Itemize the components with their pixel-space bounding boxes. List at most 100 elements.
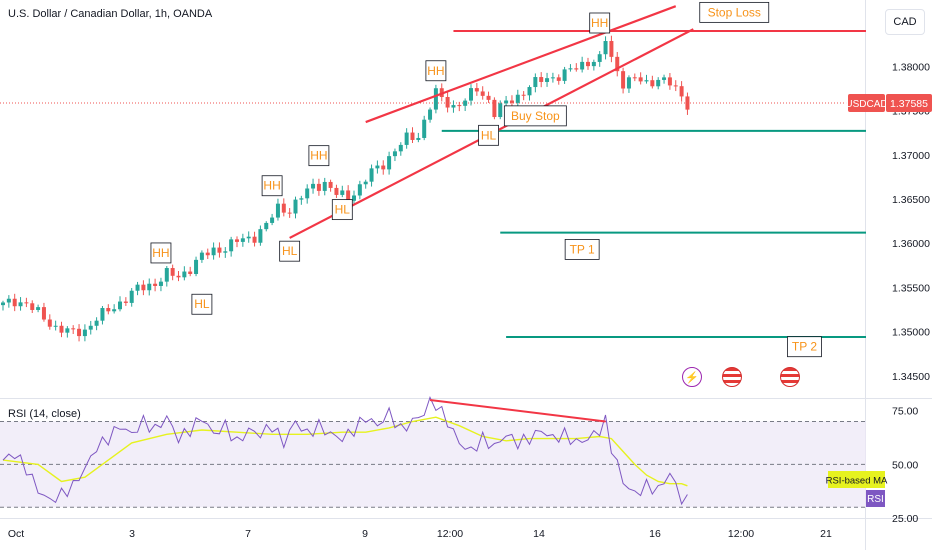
candle-body xyxy=(18,302,23,307)
annotation-label: HH xyxy=(591,16,608,30)
candle-body xyxy=(656,79,661,87)
candle-body xyxy=(597,54,602,62)
x-tick-label: 3 xyxy=(129,528,135,540)
candle-body xyxy=(363,181,368,185)
candle-body xyxy=(41,307,46,320)
annotation-box xyxy=(787,336,822,358)
candle-body xyxy=(217,247,222,253)
annotation-label: TP 1 xyxy=(570,242,595,256)
candle-body xyxy=(662,77,667,80)
candle-body xyxy=(398,144,403,152)
candle-body xyxy=(322,181,327,191)
candle-body xyxy=(621,71,626,89)
annotation-box xyxy=(191,293,213,315)
candle-body xyxy=(545,78,550,82)
candle-body xyxy=(275,203,280,218)
rsi-pane-title: RSI (14, close) xyxy=(8,408,81,420)
candle-body xyxy=(334,187,339,195)
candle-body xyxy=(644,80,649,82)
candle-body xyxy=(515,94,520,103)
y-tick-label: 1.36500 xyxy=(892,194,930,206)
annotation-box xyxy=(699,1,770,23)
candle-body xyxy=(164,268,169,282)
candle-body xyxy=(129,290,134,303)
candle-body xyxy=(556,77,561,81)
candle-body xyxy=(550,77,555,79)
rsi-line xyxy=(2,396,688,506)
candle-body xyxy=(141,284,146,291)
annotation-box xyxy=(589,12,611,34)
candle-body xyxy=(387,156,392,170)
rsi-tick-label: 50.00 xyxy=(892,459,918,471)
y-tick-label: 1.37000 xyxy=(892,150,930,162)
candle-body xyxy=(650,80,655,87)
candle-body xyxy=(1,302,5,306)
candle-body xyxy=(293,199,298,214)
candle-body xyxy=(632,77,637,79)
candle-body xyxy=(100,308,105,321)
candle-body xyxy=(381,165,386,170)
candle-body xyxy=(281,203,286,213)
annotation-label: HL xyxy=(335,203,351,217)
candle-body xyxy=(357,184,362,196)
rsi-tick-label: 25.00 xyxy=(892,513,918,525)
candle-body xyxy=(463,100,468,106)
x-tick-label: 21 xyxy=(820,528,832,540)
annotation-box xyxy=(503,105,567,127)
candle-body xyxy=(498,103,503,118)
candle-body xyxy=(252,236,257,243)
us-flag-event-icon[interactable] xyxy=(780,367,800,387)
candle-body xyxy=(6,298,11,303)
annotations-layer: HH HL HH HL HH HL HH HL HH Buy Stop Stop Loss TP 1 T… xyxy=(150,1,822,358)
candle-body xyxy=(316,183,321,191)
us-flag-event-icon[interactable] xyxy=(722,367,742,387)
annotation-box xyxy=(478,124,499,146)
x-tick-label: 12:00 xyxy=(437,528,463,540)
candle-body xyxy=(65,328,70,333)
candle-body xyxy=(47,319,52,327)
axes-layer: 1.34500 1.35000 1.35500 1.36000 1.36500 1.370… xyxy=(8,61,932,540)
candle-body xyxy=(264,222,269,230)
candle-body xyxy=(638,77,643,82)
candle-body xyxy=(94,320,99,326)
annotation-label: HH xyxy=(152,246,169,260)
last-price-badge xyxy=(886,94,932,113)
candle-body xyxy=(416,137,421,140)
candle-body xyxy=(474,88,479,92)
trendline xyxy=(365,5,677,124)
currency-button[interactable]: CAD xyxy=(885,9,925,35)
rsi-badge xyxy=(866,490,885,507)
rsi-ma-label: RSI-based MA xyxy=(826,476,888,487)
candle-body xyxy=(235,239,239,242)
candle-body xyxy=(223,251,228,253)
annotation-label: HL xyxy=(481,128,497,142)
candle-body xyxy=(410,132,415,140)
candle-body xyxy=(176,275,181,278)
x-tick-label: 12:00 xyxy=(728,528,754,540)
candle-body xyxy=(469,88,473,101)
annotation-label: HH xyxy=(427,64,444,78)
candle-body xyxy=(24,302,29,304)
annotation-label: Buy Stop xyxy=(511,109,560,123)
y-tick-label: 1.35500 xyxy=(892,282,930,294)
candle-body xyxy=(240,238,245,242)
annotation-box xyxy=(425,60,447,82)
candle-body xyxy=(685,96,690,110)
candle-body xyxy=(533,77,538,88)
candle-body xyxy=(480,91,485,96)
candle-body xyxy=(270,217,275,223)
candle-body xyxy=(422,119,427,138)
candle-body xyxy=(71,328,76,330)
chart-title: U.S. Dollar / Canadian Dollar, 1h, OANDA xyxy=(8,8,213,20)
x-tick-label: 9 xyxy=(362,528,368,540)
candle-body xyxy=(369,168,374,182)
candle-body xyxy=(53,325,58,327)
news-flash-icon[interactable]: ⚡ xyxy=(682,367,702,387)
candle-body xyxy=(574,68,579,70)
candle-body xyxy=(562,69,567,81)
candle-body xyxy=(147,283,152,291)
candle-body xyxy=(428,109,433,120)
candle-body xyxy=(586,61,590,67)
